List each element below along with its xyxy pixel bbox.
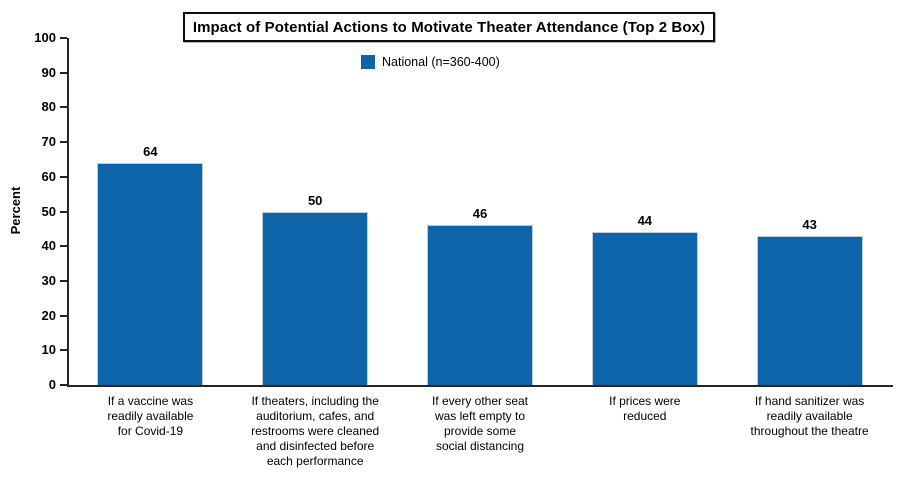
y-tick-label: 20	[41, 307, 56, 323]
y-tick-mark	[60, 279, 67, 282]
y-axis-line	[67, 38, 69, 387]
y-tick-label: 100	[34, 30, 56, 45]
bar-value-label: 50	[307, 192, 323, 208]
legend: National (n=360-400)	[361, 55, 500, 69]
bar-value-label: 46	[472, 206, 488, 222]
y-tick-mark	[60, 314, 67, 317]
y-tick-label: 80	[41, 99, 56, 115]
y-tick-mark	[60, 349, 67, 352]
bar	[262, 211, 369, 385]
y-tick-label: 30	[41, 272, 56, 288]
bar	[591, 232, 698, 385]
y-tick-mark	[60, 37, 67, 39]
bar-value-label: 44	[637, 213, 653, 229]
x-category-label: If hand sanitizer was readily available …	[750, 394, 869, 438]
bar-value-label: 64	[143, 143, 158, 159]
legend-label: National (n=360-400)	[382, 55, 500, 69]
chart-title-box: Impact of Potential Actions to Motivate …	[183, 12, 715, 42]
x-category-label: If prices were reduced	[609, 394, 681, 423]
y-tick-label: 60	[41, 168, 56, 184]
y-tick-mark	[60, 245, 67, 248]
y-tick-mark	[60, 175, 67, 178]
bar-value-label: 43	[802, 216, 817, 232]
y-tick-label: 0	[48, 377, 56, 392]
y-tick-label: 50	[41, 203, 56, 219]
y-tick-label: 10	[41, 342, 56, 358]
bar	[97, 162, 204, 385]
y-tick-mark	[60, 210, 67, 213]
bar	[756, 235, 863, 385]
legend-swatch-icon	[361, 55, 375, 69]
y-tick-mark	[60, 384, 67, 386]
x-category-label: If theaters, including the auditorium, c…	[251, 394, 380, 468]
chart-title: Impact of Potential Actions to Motivate …	[192, 18, 706, 36]
x-category-label: If a vaccine was readily available for C…	[107, 394, 194, 438]
y-tick-mark	[60, 71, 67, 74]
y-tick-mark	[60, 141, 67, 144]
y-tick-mark	[60, 106, 67, 109]
y-tick-label: 40	[41, 238, 56, 254]
bar	[427, 225, 533, 385]
x-axis-line	[67, 385, 893, 387]
x-category-label: If every other seat was left empty to pr…	[431, 394, 529, 453]
y-tick-label: 70	[41, 134, 56, 150]
y-tick-label: 90	[41, 64, 56, 80]
